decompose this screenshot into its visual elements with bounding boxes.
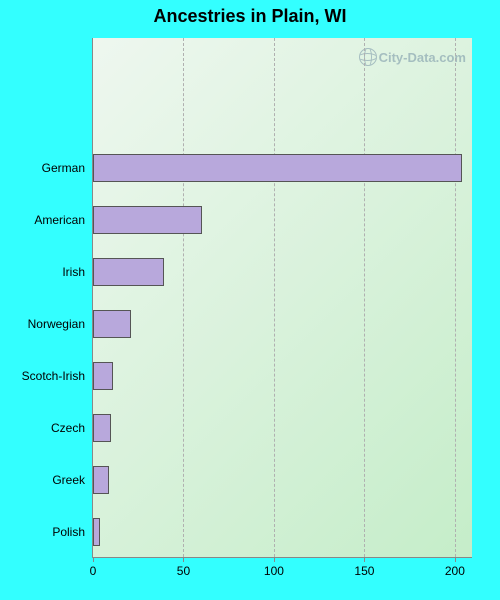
globe-icon bbox=[359, 48, 377, 66]
y-tick-label: Czech bbox=[51, 421, 85, 435]
bar bbox=[93, 518, 100, 547]
x-tick-label: 200 bbox=[445, 564, 465, 578]
x-gridline bbox=[183, 38, 184, 557]
watermark-text: City-Data.com bbox=[379, 50, 466, 65]
x-tick-mark bbox=[93, 558, 94, 562]
x-tick-mark bbox=[455, 558, 456, 562]
x-tick-label: 100 bbox=[264, 564, 284, 578]
bar bbox=[93, 362, 113, 391]
x-tick-mark bbox=[183, 558, 184, 562]
y-tick-label: American bbox=[34, 213, 85, 227]
x-gridline bbox=[364, 38, 365, 557]
x-tick-label: 50 bbox=[177, 564, 190, 578]
x-tick-label: 150 bbox=[354, 564, 374, 578]
plot-area: City-Data.com 050100150200GermanAmerican… bbox=[92, 38, 472, 558]
x-tick-label: 0 bbox=[90, 564, 97, 578]
bar bbox=[93, 258, 164, 287]
x-gridline bbox=[274, 38, 275, 557]
x-tick-mark bbox=[274, 558, 275, 562]
watermark: City-Data.com bbox=[359, 48, 466, 66]
bar bbox=[93, 466, 109, 495]
x-tick-mark bbox=[364, 558, 365, 562]
y-tick-label: Irish bbox=[62, 265, 85, 279]
bar bbox=[93, 310, 131, 339]
chart-title: Ancestries in Plain, WI bbox=[0, 6, 500, 27]
chart-canvas: Ancestries in Plain, WI City-Data.com 05… bbox=[0, 0, 500, 600]
y-tick-label: Scotch-Irish bbox=[22, 369, 85, 383]
bar bbox=[93, 154, 462, 183]
y-tick-label: Norwegian bbox=[28, 317, 85, 331]
x-gridline bbox=[455, 38, 456, 557]
y-tick-label: Greek bbox=[52, 473, 85, 487]
bar bbox=[93, 414, 111, 443]
bar bbox=[93, 206, 202, 235]
y-tick-label: Polish bbox=[52, 525, 85, 539]
y-tick-label: German bbox=[42, 161, 85, 175]
